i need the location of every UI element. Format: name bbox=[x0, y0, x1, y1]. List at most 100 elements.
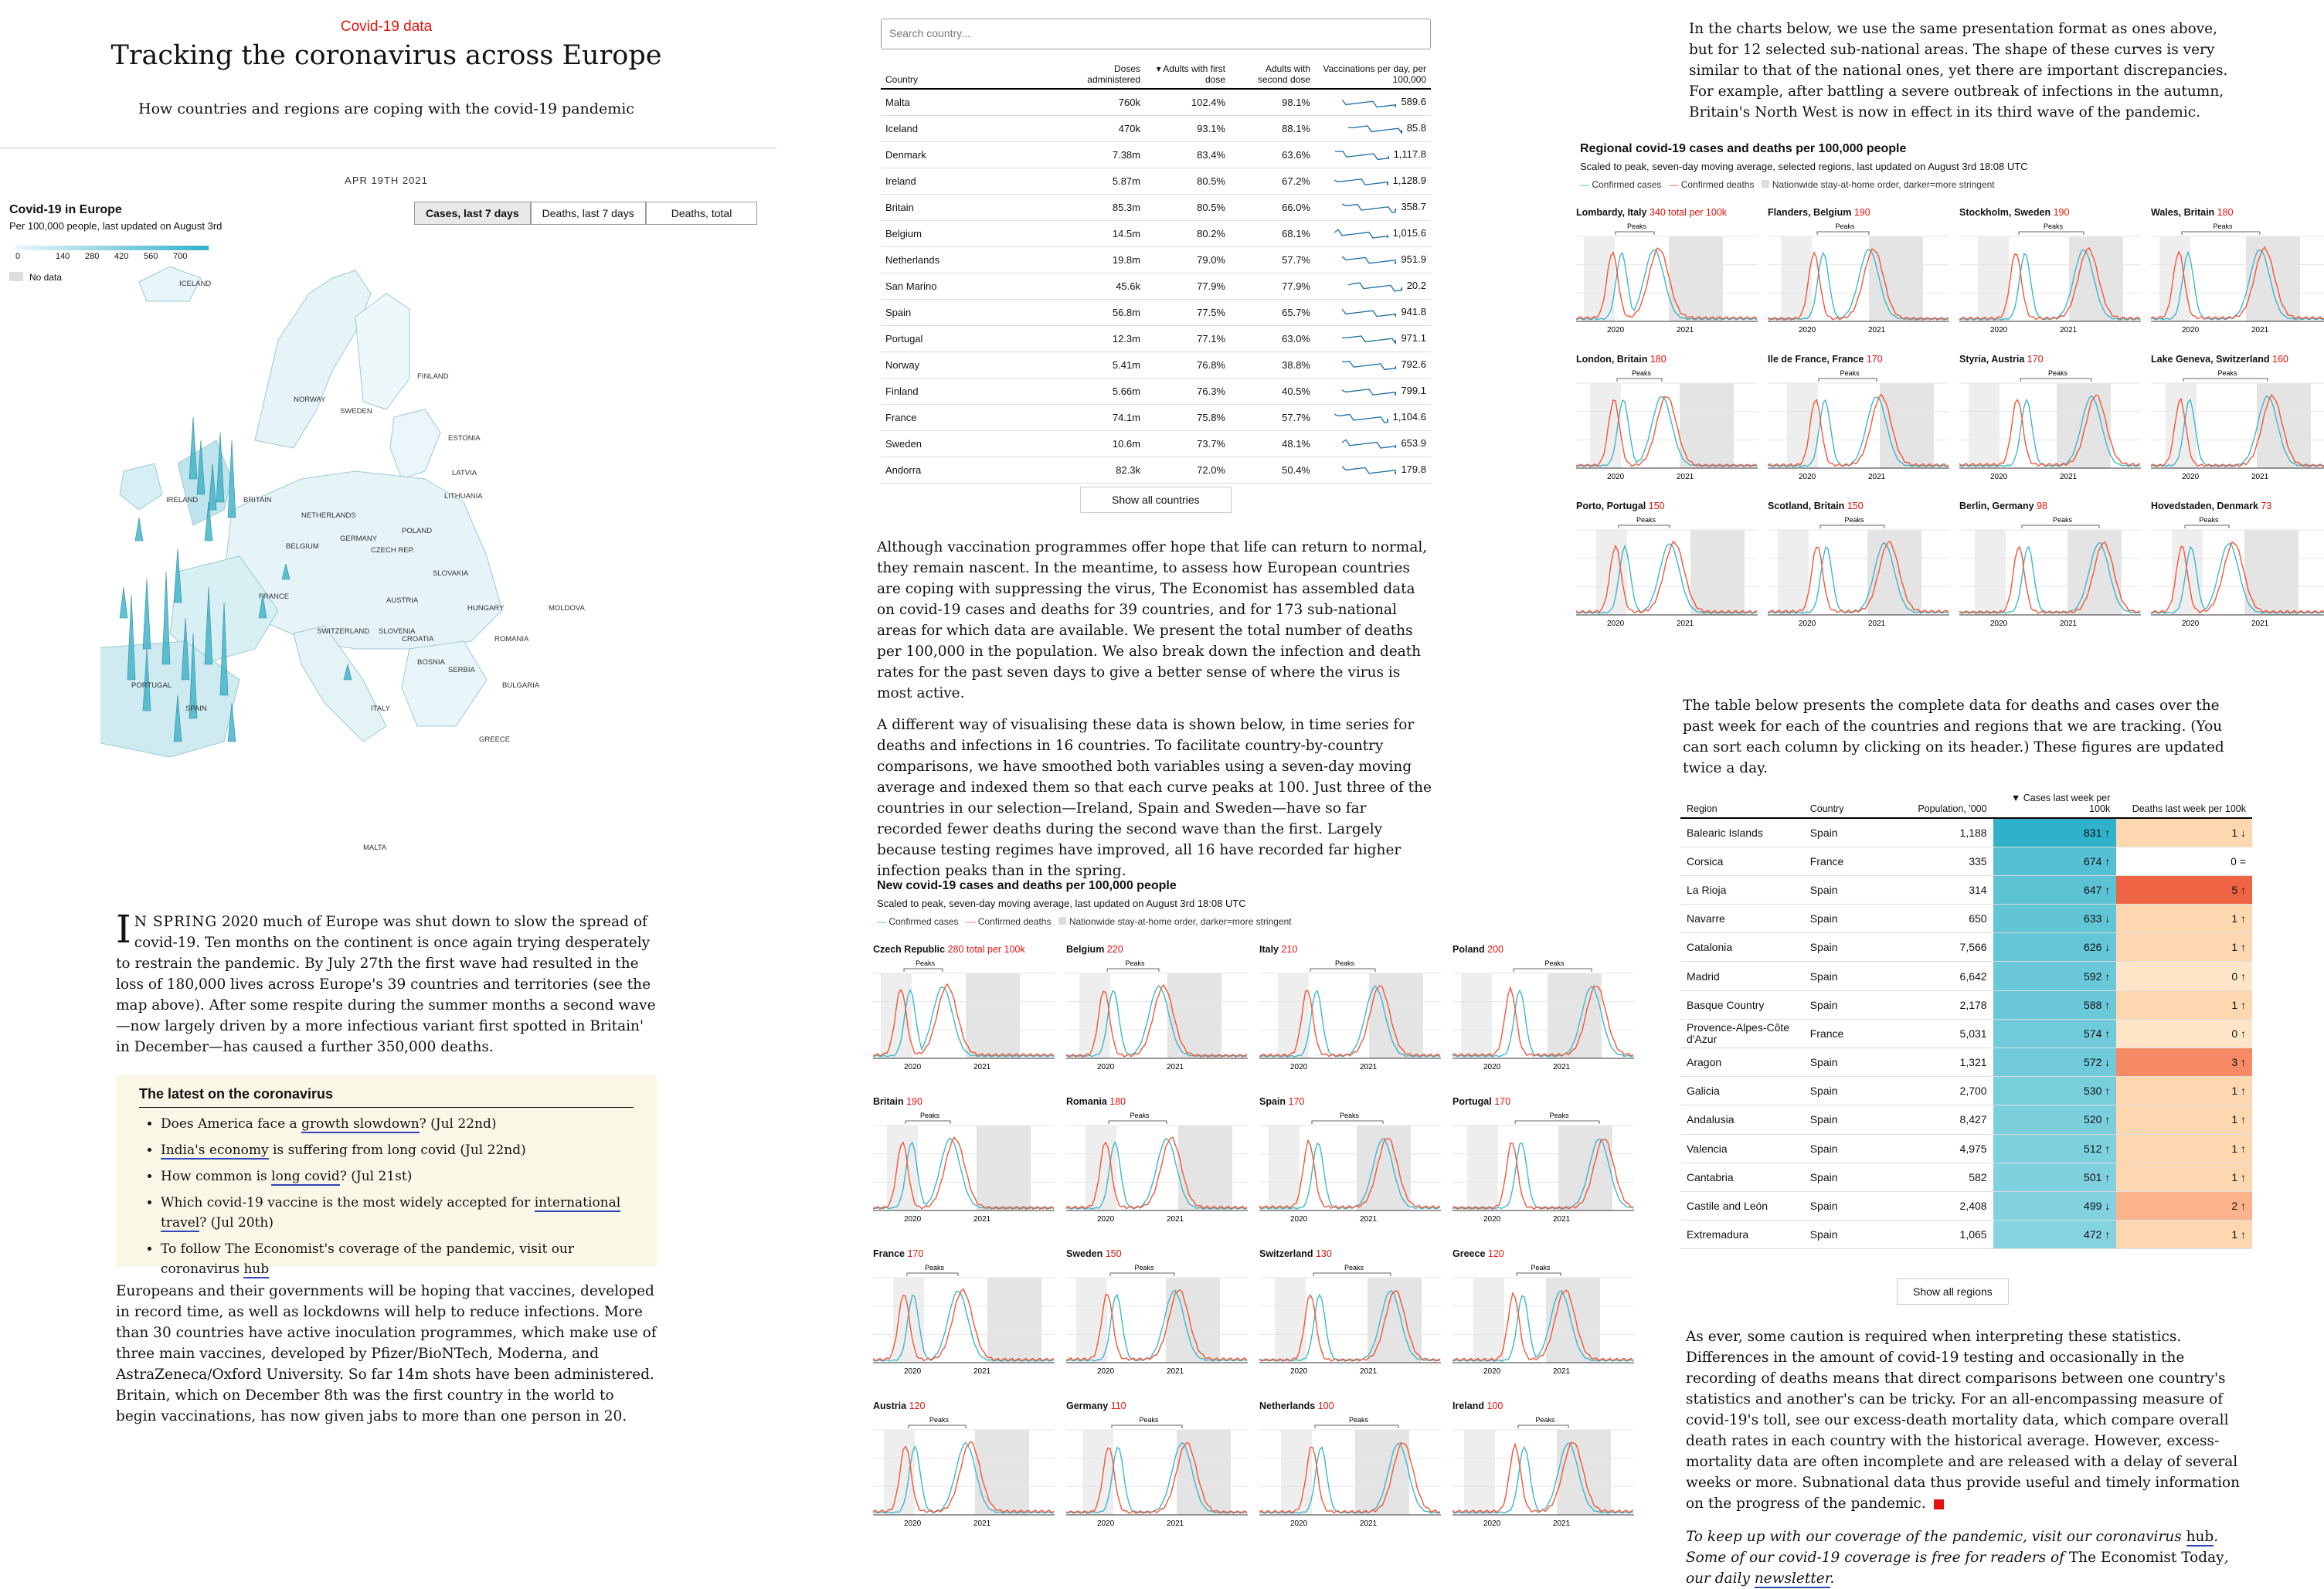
vaccination-table: Country Doses administered ▾ Adults with… bbox=[881, 60, 1431, 484]
deaths-line bbox=[873, 1441, 1055, 1513]
col-vax-per-day[interactable]: Vaccinations per day, per 100,000 bbox=[1315, 60, 1431, 90]
panel-plot: Peaks 2020 2021 bbox=[873, 959, 1055, 1071]
population-cell: 2,700 bbox=[1894, 1076, 1993, 1106]
map-subtitle: Per 100,000 people, last updated on Augu… bbox=[9, 220, 223, 232]
peaks-bracket bbox=[1310, 968, 1376, 972]
panel-name: Stockholm, Sweden bbox=[1959, 207, 2051, 218]
table-row: Valencia Spain 4,975 512 ↑ 1 ↑ bbox=[1680, 1134, 2252, 1163]
col-country[interactable]: Country bbox=[1803, 789, 1894, 819]
peaks-bracket bbox=[2181, 231, 2261, 235]
case-spike bbox=[127, 594, 136, 681]
x-tick-label: 2020 bbox=[1097, 1367, 1115, 1376]
first-dose-cell: 83.4% bbox=[1145, 141, 1230, 168]
latest-item-link[interactable]: long covid bbox=[271, 1169, 340, 1186]
table-row: Madrid Spain 6,642 592 ↑ 0 ↑ bbox=[1680, 961, 2252, 991]
col-country[interactable]: Country bbox=[881, 60, 1060, 90]
page-title: Tracking the coronavirus across Europe bbox=[110, 40, 662, 71]
hub-link[interactable]: hub bbox=[2186, 1529, 2214, 1547]
peaks-bracket bbox=[1516, 1272, 1561, 1276]
col-deaths-week[interactable]: Deaths last week per 100k bbox=[2116, 789, 2252, 819]
col-population[interactable]: Population, '000 bbox=[1894, 789, 1993, 819]
lockdown-band bbox=[1781, 236, 1812, 321]
show-all-countries-button[interactable]: Show all countries bbox=[1080, 487, 1232, 513]
show-all-regions-button[interactable]: Show all regions bbox=[1897, 1278, 2009, 1305]
peaks-bracket bbox=[1313, 1272, 1391, 1276]
vax-per-day-cell: 358.7 bbox=[1315, 194, 1431, 221]
case-spike bbox=[204, 501, 213, 542]
legend-lockdown: Nationwide stay-at-home order, darker=mo… bbox=[1069, 916, 1292, 927]
panel-value: 200 bbox=[1487, 944, 1504, 955]
panel-name: Italy bbox=[1259, 944, 1279, 955]
region-cell: Catalonia bbox=[1680, 932, 1804, 963]
doses-cell: 14.5m bbox=[1060, 220, 1145, 247]
peaks-bracket bbox=[903, 968, 943, 972]
panel-value: 220 bbox=[1106, 944, 1123, 955]
peaks-bracket bbox=[2183, 378, 2268, 382]
sparkline bbox=[1341, 308, 1398, 317]
tab-deaths-7-days[interactable]: Deaths, last 7 days bbox=[530, 202, 646, 225]
panel-name: Belgium bbox=[1066, 944, 1105, 955]
europe-spike-map[interactable]: ICELAND FINLAND NORWAY SWEDEN ESTONIA LATVIA L… bbox=[100, 247, 649, 873]
panel-value: 280 total per 100k bbox=[947, 944, 1025, 955]
population-cell: 7,566 bbox=[1894, 932, 1993, 963]
panel-plot: Peaks 2020 2021 bbox=[1768, 222, 1949, 334]
col-region[interactable]: Region bbox=[1680, 789, 1804, 819]
lockdown-band bbox=[1978, 236, 2009, 321]
first-dose-cell: 76.3% bbox=[1145, 378, 1230, 405]
region-cell: Galicia bbox=[1680, 1076, 1804, 1106]
cases-cell: 501 ↑ bbox=[1993, 1163, 2117, 1192]
cases-line bbox=[1066, 1289, 1248, 1362]
col-cases-week[interactable]: ▼ Cases last week per 100k bbox=[1993, 789, 2117, 819]
cases-line bbox=[1066, 1441, 1248, 1514]
lockdown-band bbox=[1880, 383, 1934, 468]
lockdown-band bbox=[1177, 1430, 1231, 1515]
country-label: SLOVAKIA bbox=[433, 569, 469, 578]
country-label: MALTA bbox=[363, 844, 387, 852]
panel-label: Ireland 100 bbox=[1452, 1401, 1503, 1411]
country-label: SWEDEN bbox=[340, 407, 372, 416]
lockdown-band bbox=[966, 973, 1020, 1058]
second-dose-cell: 68.1% bbox=[1230, 220, 1315, 247]
latest-item-link[interactable]: growth slowdown bbox=[301, 1116, 420, 1133]
lockdown-band bbox=[1969, 383, 2000, 468]
latest-item-link[interactable]: India's economy bbox=[161, 1143, 269, 1159]
small-multiple-chart: Berlin, Germany 98 Peaks 2020 2021 bbox=[1959, 501, 2141, 632]
lockdown-band bbox=[1464, 1430, 1495, 1515]
second-dose-cell: 48.1% bbox=[1230, 430, 1315, 457]
x-tick-label: 2021 bbox=[1868, 326, 1886, 334]
region-cell: Andalusia bbox=[1680, 1105, 1804, 1135]
finland-shape bbox=[355, 293, 410, 410]
search-input[interactable]: Search country... bbox=[881, 19, 1431, 49]
peaks-bracket bbox=[1109, 1272, 1175, 1276]
country-cell: Denmark bbox=[881, 141, 1060, 168]
col-second-dose[interactable]: Adults with second dose bbox=[1230, 60, 1315, 90]
col-first-dose[interactable]: ▾ Adults with first dose bbox=[1145, 60, 1230, 90]
panel-name: Ile de France, France bbox=[1768, 354, 1864, 365]
newsletter-link[interactable]: newsletter bbox=[1754, 1570, 1830, 1588]
lockdown-band bbox=[1669, 236, 1723, 321]
col-doses[interactable]: Doses administered bbox=[1060, 60, 1145, 90]
peaks-label: Peaks bbox=[2048, 369, 2068, 377]
panel-label: Romania 180 bbox=[1066, 1096, 1126, 1107]
cases-cell: 499 ↓ bbox=[1993, 1191, 2117, 1221]
latest-item-link[interactable]: hub bbox=[243, 1261, 270, 1278]
x-tick-label: 2020 bbox=[1990, 473, 2008, 481]
lockdown-band bbox=[1166, 1278, 1220, 1363]
case-spike bbox=[142, 579, 151, 650]
vax-per-day-cell: 799.1 bbox=[1315, 378, 1431, 405]
deaths-cell: 1 ↑ bbox=[2116, 1076, 2252, 1106]
latest-item-text: ? (Jul 21st) bbox=[339, 1169, 413, 1184]
peaks-bracket bbox=[1111, 1424, 1183, 1428]
peaks-bracket bbox=[2020, 378, 2092, 382]
vaccines-paragraph: Europeans and their governments will be … bbox=[116, 1283, 657, 1424]
deaths-line bbox=[1259, 1442, 1441, 1514]
country-cell: Andorra bbox=[881, 457, 1060, 484]
country-cell: Norway bbox=[881, 351, 1060, 379]
cases-line bbox=[1576, 249, 1758, 321]
tab-deaths-total[interactable]: Deaths, total bbox=[645, 202, 758, 225]
sparkline bbox=[1342, 439, 1398, 449]
small-multiple-chart: Ile de France, France 170 Peaks 2020 2021 bbox=[1768, 354, 1949, 485]
tab-cases-7-days[interactable]: Cases, last 7 days bbox=[414, 202, 531, 225]
panel-value: 100 bbox=[1486, 1401, 1503, 1411]
latest-item-link[interactable]: international travel bbox=[161, 1195, 621, 1232]
